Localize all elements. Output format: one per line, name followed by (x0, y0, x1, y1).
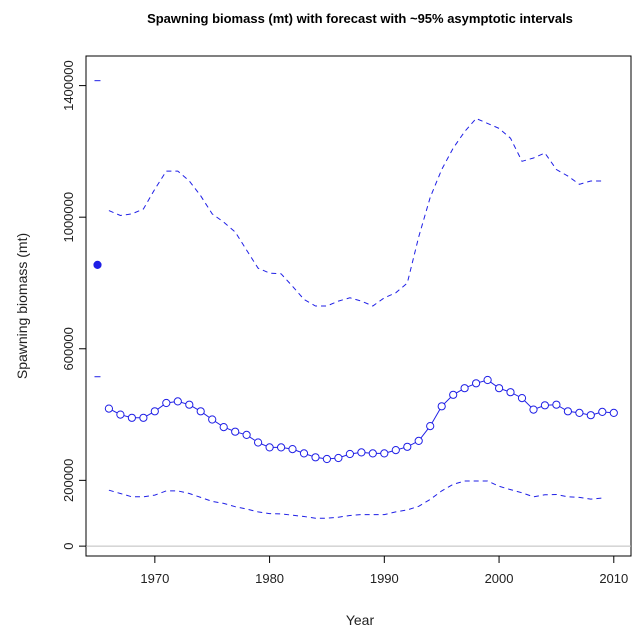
y-tick-label: 1400000 (61, 60, 76, 111)
estimate-point (609, 408, 618, 417)
upper-95-interval-line (108, 117, 603, 307)
estimate-point (254, 438, 263, 447)
estimate-point (104, 404, 114, 413)
estimate-point (403, 442, 412, 451)
x-tick-label: 2000 (485, 571, 514, 586)
estimate-point (150, 407, 159, 416)
estimate-point (368, 449, 377, 458)
x-tick-label: 1970 (140, 571, 169, 586)
estimate-line (108, 379, 614, 460)
estimate-point (219, 423, 228, 432)
estimate-point (334, 453, 343, 463)
estimate-point (173, 397, 182, 406)
estimate-point (322, 454, 331, 464)
x-axis: 1970 1980 1990 2000 2010 (140, 555, 628, 586)
x-tick-label: 1990 (370, 571, 399, 586)
estimate-point (552, 400, 561, 409)
x-tick-label: 2010 (599, 571, 628, 586)
y-axis-label: Spawning biomass (mt) (14, 233, 30, 379)
estimate-point (162, 398, 171, 408)
estimate-point (586, 411, 595, 420)
estimate-point (139, 413, 148, 422)
estimate-point (414, 436, 423, 445)
estimate-point (483, 375, 492, 385)
virgin-biomass-point (93, 260, 102, 269)
estimate-point (265, 443, 274, 452)
estimate-point (460, 384, 469, 393)
estimate-point (345, 449, 354, 459)
virgin-biomass-layer (93, 80, 102, 378)
estimate-point (437, 402, 446, 411)
y-axis: 0 200000 600000 1000000 1400000 (61, 60, 87, 550)
plot-frame (85, 55, 632, 557)
estimate-point (472, 379, 481, 388)
estimate-point (506, 388, 515, 397)
estimate-point (391, 446, 400, 455)
estimate-point (380, 449, 389, 458)
estimate-point (208, 415, 217, 424)
estimate-point (563, 407, 573, 416)
estimate-point (127, 413, 136, 422)
estimate-point (357, 448, 366, 457)
estimate-point (231, 427, 240, 436)
estimate-point (426, 422, 435, 431)
estimate-point (575, 408, 584, 417)
estimate-point (116, 410, 125, 419)
estimate-point (277, 443, 286, 452)
estimate-point (288, 445, 297, 454)
lower-95-interval-line (108, 480, 603, 519)
estimate-point (242, 430, 251, 439)
estimate-point (449, 390, 458, 399)
estimate-layer (104, 375, 618, 464)
chart-title: Spawning biomass (mt) with forecast with… (147, 11, 573, 26)
x-axis-label: Year (346, 612, 375, 628)
estimate-point (598, 407, 607, 416)
estimate-point (196, 407, 205, 416)
estimate-point (517, 394, 527, 403)
estimate-point (185, 400, 194, 409)
y-tick-label: 600000 (61, 327, 76, 370)
estimate-point (540, 401, 550, 410)
estimate-point (299, 449, 309, 458)
interval-band-layer (108, 117, 603, 519)
y-tick-label: 0 (61, 542, 76, 549)
estimate-point (529, 405, 538, 414)
y-tick-label: 1000000 (61, 192, 76, 243)
estimate-point (495, 384, 504, 393)
estimate-point (311, 453, 320, 462)
x-tick-label: 1980 (255, 571, 284, 586)
y-tick-label: 200000 (61, 459, 76, 502)
